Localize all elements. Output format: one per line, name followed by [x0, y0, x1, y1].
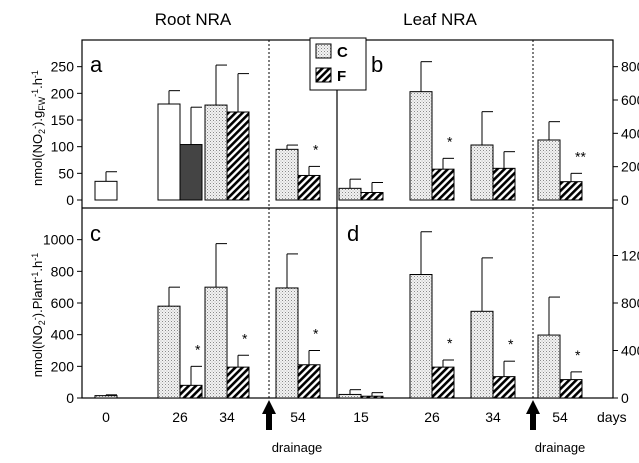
drainage-marker-left: drainage [262, 400, 322, 455]
panels: 050100150200250*0200400600800***02004006… [43, 59, 639, 425]
ytick-label-a-100: 100 [51, 139, 75, 155]
bar-c-c-34 [204, 286, 228, 399]
bar-d-c-26 [409, 274, 433, 399]
ytick-label-b-0: 0 [621, 192, 629, 208]
panel-label-c: c [90, 221, 101, 246]
bar-b-f-54 [559, 181, 583, 201]
bar-b-c-34 [470, 144, 494, 201]
days-label: days [597, 409, 627, 425]
significance-d-34: * [508, 336, 514, 352]
legend-label-f: F [337, 68, 346, 85]
bar-b-f-15 [360, 192, 384, 201]
column-title-root: Root NRA [155, 10, 232, 29]
ytick-label-b-400: 400 [621, 125, 639, 141]
bar-d-f-15 [360, 395, 384, 399]
panel-c: 0 200 400 600 800 1000 0 * 26 * 34 * 54 [43, 232, 321, 425]
xtick-label-c-0: 0 [102, 409, 110, 425]
bar-b-f-34 [492, 167, 516, 201]
bar-a-c-34 [204, 104, 228, 201]
xtick-label-c-54: 54 [290, 409, 306, 425]
bar-c-f-26 [179, 384, 203, 399]
drainage-arrow-left [262, 400, 276, 430]
drainage-label-right: drainage [535, 440, 586, 455]
ytick-label-d-400: 400 [621, 343, 639, 359]
ytick-label-a-50: 50 [58, 165, 74, 181]
ytick-label-c-1000: 1000 [43, 232, 74, 248]
ytick-label-d-0: 0 [621, 390, 629, 406]
bar-d-f-26 [431, 366, 455, 399]
ytick-label-d-800: 800 [621, 295, 639, 311]
ytick-label-c-600: 600 [51, 295, 75, 311]
panel-d: 0 400 800 1200 15 * 26 * 34 * 54 [338, 231, 639, 425]
panel-a: 0 50 100 150 200 250 * [51, 59, 321, 208]
bar-a-c-54 [275, 148, 299, 201]
ylabel-top: nmol(NO2-).gFW-1.h-1 [30, 70, 47, 186]
drainage-arrow-right [526, 400, 540, 430]
bar-b-c-26 [409, 91, 433, 201]
legend-swatch-c [315, 43, 332, 59]
bar-d-c-54 [537, 334, 561, 399]
panel-label-b: b [371, 52, 383, 77]
column-title-leaf: Leaf NRA [403, 10, 477, 29]
panel-label-a: a [90, 52, 103, 77]
ytick-label-b-600: 600 [621, 92, 639, 108]
drainage-label-left: drainage [272, 440, 323, 455]
ytick-label-a-0: 0 [66, 192, 74, 208]
ytick-label-c-0: 0 [66, 390, 74, 406]
ytick-label-a-200: 200 [51, 85, 75, 101]
xtick-label-c-26: 26 [172, 409, 188, 425]
ytick-label-a-150: 150 [51, 112, 75, 128]
significance-d-26: * [447, 335, 453, 351]
xtick-label-d-34: 34 [485, 409, 501, 425]
bar-c-f-34 [226, 366, 250, 399]
ytick-label-d-1200: 1200 [621, 248, 639, 264]
significance-b-54: ** [575, 148, 586, 164]
drainage-marker-right: drainage [526, 400, 585, 455]
ytick-label-b-800: 800 [621, 59, 639, 75]
panel-label-d: d [347, 221, 359, 246]
significance-c-34: * [242, 330, 248, 346]
xtick-label-d-26: 26 [424, 409, 440, 425]
ytick-label-c-200: 200 [51, 358, 75, 374]
bar-c-f-54 [297, 364, 321, 399]
bar-b-c-54 [537, 139, 561, 201]
bar-d-f-54 [559, 379, 583, 399]
bar-c-c-0 [94, 395, 118, 399]
bar-a-f-54 [297, 174, 321, 201]
significance-c-26: * [195, 341, 201, 357]
bar-a-c-26 [157, 103, 181, 201]
bar-a-f-26 [179, 144, 203, 201]
significance-b-26: * [447, 133, 453, 149]
bar-b-c-15 [338, 187, 362, 201]
bar-a-c-0 [94, 180, 118, 201]
xtick-label-c-34: 34 [219, 409, 235, 425]
legend: C F [309, 37, 367, 91]
ytick-label-b-200: 200 [621, 159, 639, 175]
significance-d-54: * [575, 347, 581, 363]
bar-c-c-26 [157, 305, 181, 399]
bar-a-f-34 [226, 111, 250, 201]
xtick-label-d-15: 15 [353, 409, 369, 425]
legend-label-c: C [337, 44, 348, 61]
significance-c-54: * [313, 326, 319, 342]
ytick-label-c-400: 400 [51, 327, 75, 343]
bar-d-c-34 [470, 310, 494, 399]
bar-d-f-34 [492, 376, 516, 399]
significance-a-54: * [313, 141, 319, 157]
bar-c-c-54 [275, 287, 299, 399]
xtick-label-d-54: 54 [552, 409, 568, 425]
ytick-label-c-800: 800 [51, 263, 75, 279]
bar-d-c-15 [338, 393, 362, 399]
ylabel-bottom: nmol(NO2-).Plant-1.h-1 [30, 253, 47, 377]
bar-b-f-26 [431, 168, 455, 201]
ytick-label-a-250: 250 [51, 59, 75, 75]
legend-swatch-f [315, 67, 332, 83]
